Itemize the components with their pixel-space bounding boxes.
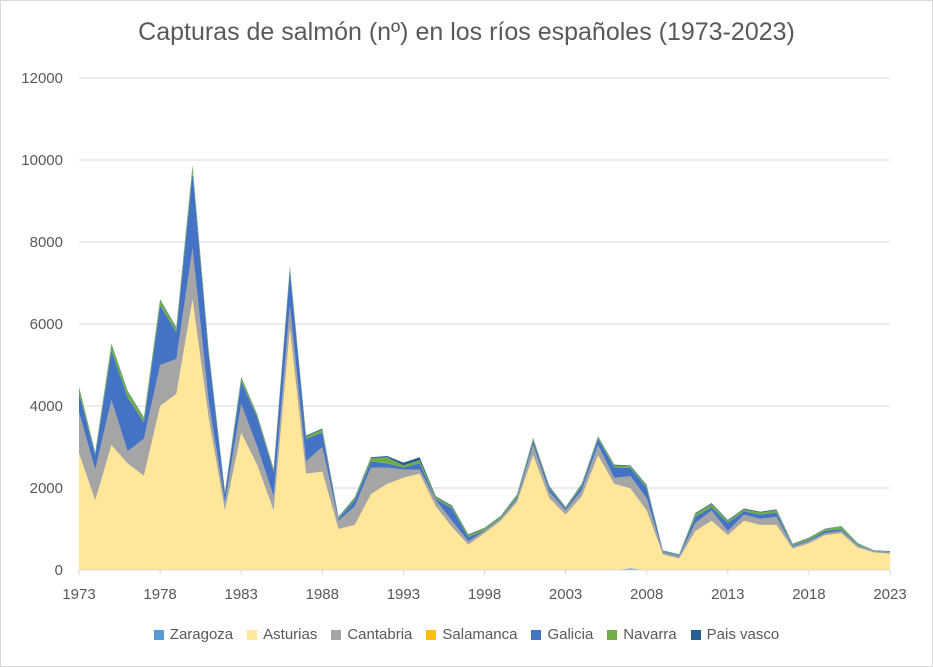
legend-label: Pais vasco	[706, 626, 780, 643]
y-tick-label: 12000	[21, 70, 63, 87]
legend-item: Zaragoza	[153, 626, 234, 643]
legend-label: Asturias	[263, 626, 318, 643]
chart-legend: Zaragoza Asturias Cantabria Salamanca Galici…	[0, 626, 933, 643]
x-tick-label: 2008	[630, 586, 663, 603]
x-tick-label: 2003	[549, 586, 582, 603]
legend-label: Navarra	[623, 626, 677, 643]
legend-swatch	[331, 629, 342, 640]
legend-item: Pais vasco	[690, 626, 780, 643]
legend-label: Salamanca	[442, 626, 518, 643]
y-tick-label: 2000	[30, 480, 63, 497]
legend-label: Galicia	[547, 626, 594, 643]
y-tick-label: 6000	[30, 316, 63, 333]
x-tick-label: 1993	[387, 586, 420, 603]
legend-swatch	[426, 629, 437, 640]
legend-swatch	[247, 629, 258, 640]
x-tick-label: 2018	[792, 586, 825, 603]
x-tick-label: 1998	[468, 586, 501, 603]
x-tick-label: 1973	[62, 586, 95, 603]
legend-item: Cantabria	[331, 626, 412, 643]
legend-label: Zaragoza	[169, 626, 234, 643]
x-tick-label: 1978	[143, 586, 176, 603]
legend-swatch	[607, 629, 618, 640]
y-tick-label: 4000	[30, 398, 63, 415]
legend-item: Navarra	[607, 626, 677, 643]
area-series-asturias	[79, 299, 890, 570]
y-tick-label: 10000	[21, 152, 63, 169]
x-tick-label: 1983	[225, 586, 258, 603]
legend-swatch	[153, 629, 164, 640]
legend-swatch	[531, 629, 542, 640]
legend-item: Galicia	[531, 626, 593, 643]
legend-swatch	[690, 629, 701, 640]
chart-title: Capturas de salmón (nº) en los ríos espa…	[138, 18, 795, 46]
legend-label: Cantabria	[347, 626, 413, 643]
x-tick-label: 1988	[306, 586, 339, 603]
legend-item: Salamanca	[426, 626, 517, 643]
x-tick-label: 2013	[711, 586, 744, 603]
y-tick-label: 0	[55, 562, 63, 579]
x-tick-label: 2023	[873, 586, 906, 603]
y-tick-label: 8000	[30, 234, 63, 251]
legend-item: Asturias	[247, 626, 317, 643]
